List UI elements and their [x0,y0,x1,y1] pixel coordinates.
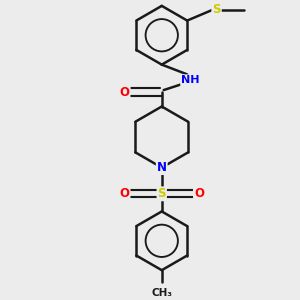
Text: NH: NH [181,75,200,85]
Text: O: O [119,187,130,200]
Text: O: O [194,187,204,200]
Text: S: S [158,187,166,200]
Text: CH₃: CH₃ [151,288,172,298]
Text: O: O [119,85,130,98]
Text: S: S [212,3,221,16]
Text: N: N [157,161,167,174]
